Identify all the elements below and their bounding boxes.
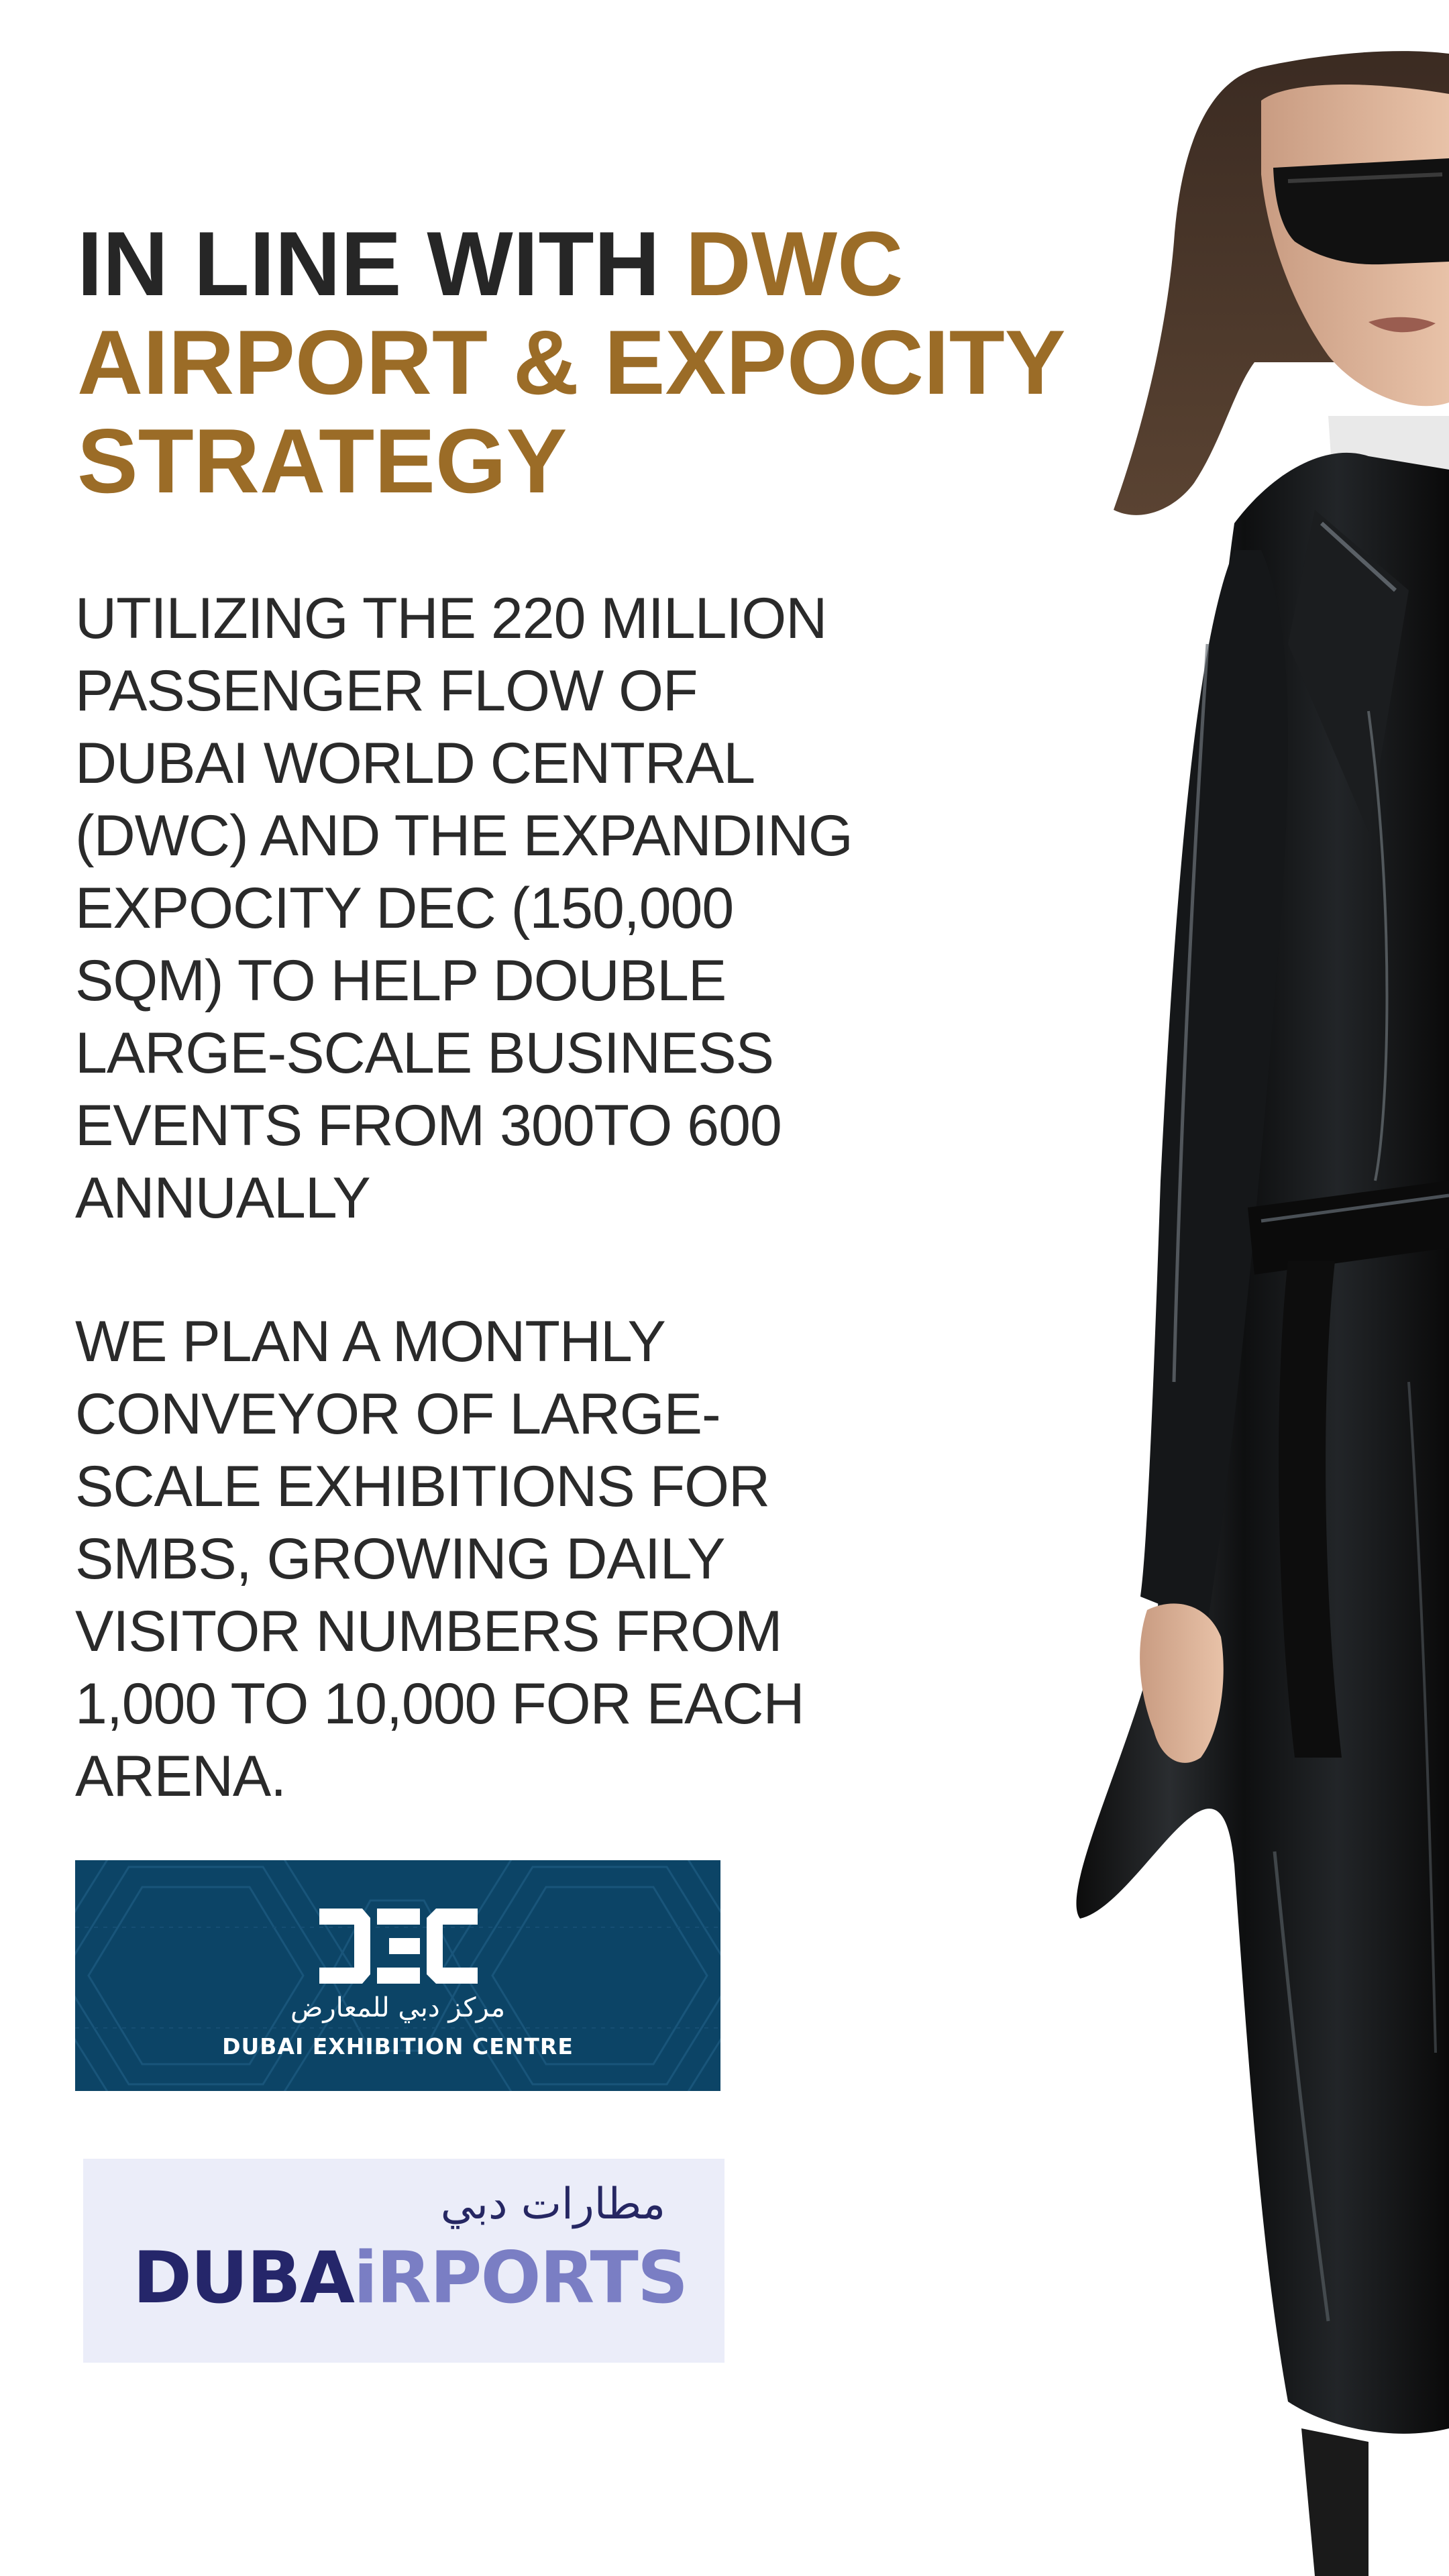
paragraph-line: EVENTS FROM 300TO 600: [75, 1093, 782, 1158]
dubai-airports-logo: مطارات دبي DUBAiRPORTS: [83, 2159, 724, 2363]
paragraph-line: VISITOR NUMBERS FROM: [75, 1599, 783, 1664]
paragraph-line: DUBAI WORLD CENTRAL: [75, 731, 755, 796]
paragraph-line: ANNUALLY: [75, 1166, 371, 1230]
hand: [1140, 1603, 1224, 1763]
dec-monogram-icon: [319, 1909, 478, 1984]
paragraph-monthly-exhibitions: WE PLAN A MONTHLY CONVEYOR OF LARGE- SCA…: [75, 1305, 920, 1813]
paragraph-line: EXPOCITY DEC (150,000: [75, 876, 734, 941]
paragraph-dwc-expocity: UTILIZING THE 220 MILLION PASSENGER FLOW…: [75, 582, 920, 1234]
paragraph-line: CONVEYOR OF LARGE-: [75, 1382, 721, 1446]
title-part-dark: IN LINE WITH: [77, 213, 686, 315]
dubai-exhibition-centre-logo: مركز دبي للمعارض DUBAI EXHIBITION CENTRE: [75, 1860, 720, 2091]
wordmark-dark-part: DUBA: [133, 2237, 355, 2319]
paragraph-line: ARENA.: [75, 1744, 286, 1809]
dubai-airports-wordmark: DUBAiRPORTS: [133, 2237, 688, 2319]
paragraph-line: WE PLAN A MONTHLY: [75, 1309, 666, 1374]
model-photo: [1076, 51, 1449, 2576]
paragraph-line: SQM) TO HELP DOUBLE: [75, 949, 727, 1013]
page-title: IN LINE WITH DWC AIRPORT & EXPOCITY STRA…: [77, 215, 1070, 511]
sunglasses: [1273, 158, 1449, 265]
coat-belt: [1248, 1181, 1449, 1275]
trench-coat: [1076, 452, 1449, 2434]
paragraph-line: SMBS, GROWING DAILY: [75, 1527, 726, 1591]
dec-english-name: DUBAI EXHIBITION CENTRE: [222, 2033, 574, 2059]
paragraph-line: UTILIZING THE 220 MILLION: [75, 586, 827, 651]
title-line-2: AIRPORT & EXPOCITY: [77, 311, 1066, 413]
dubai-airports-arabic-name: مطارات دبي: [440, 2180, 665, 2229]
paragraph-line: (DWC) AND THE EXPANDING: [75, 804, 853, 868]
title-part-accent: DWC: [685, 213, 904, 315]
title-line-3: STRATEGY: [77, 410, 568, 512]
paragraph-line: PASSENGER FLOW OF: [75, 659, 698, 723]
paragraph-line: SCALE EXHIBITIONS FOR: [75, 1454, 770, 1519]
wordmark-light-part: iRPORTS: [353, 2237, 688, 2319]
dec-arabic-name: مركز دبي للمعارض: [290, 1992, 506, 2023]
paragraph-line: 1,000 TO 10,000 FOR EACH: [75, 1672, 805, 1736]
paragraph-line: LARGE-SCALE BUSINESS: [75, 1021, 774, 1085]
